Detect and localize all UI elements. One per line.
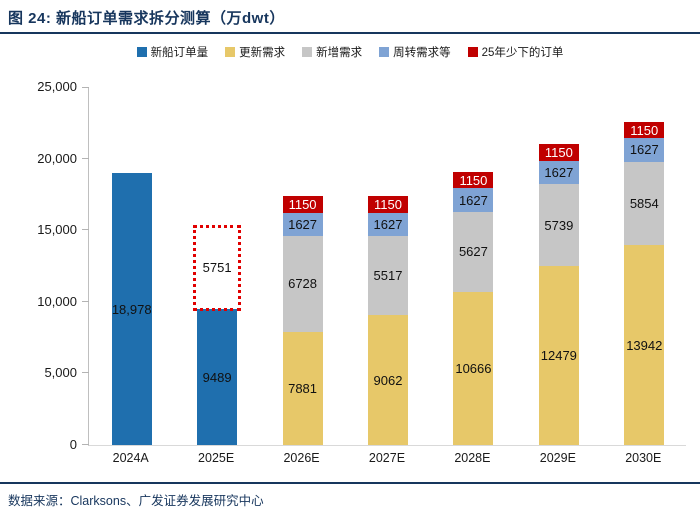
bar-value-label: 6728: [288, 276, 318, 292]
x-axis-label: 2029E: [539, 451, 576, 465]
figure-title: 图 24: 新船订单需求拆分测算（万dwt）: [0, 0, 700, 34]
bar-value-label: 13942: [626, 337, 663, 353]
bar-value-label: 18,978: [111, 301, 152, 317]
bar-segment-turnover-demand: 1627: [624, 138, 665, 162]
legend-label: 新增需求: [316, 47, 363, 59]
bar-segment-replacement-demand: 7881: [282, 332, 323, 445]
dashed-box-value-label: 5751: [202, 260, 232, 276]
bar-value-label: 5854: [629, 195, 659, 211]
legend-swatch-new-ship-orders: [136, 47, 147, 57]
legend-item-replacement-demand: 更新需求: [225, 44, 285, 60]
y-tick-label: 0: [69, 437, 77, 452]
bar-value-label: 9489: [202, 369, 232, 385]
bar-value-label: 1150: [374, 197, 402, 213]
legend-label: 25年少下的订单: [481, 47, 564, 59]
dashed-deficit-box: 5751: [193, 224, 242, 312]
y-tick-mark: [82, 372, 89, 374]
y-tick-label: 25,000: [37, 79, 77, 94]
legend-item-new-ship-orders: 新船订单量: [136, 44, 209, 60]
divider-rule: [0, 482, 700, 484]
y-tick-label: 20,000: [37, 150, 77, 166]
data-source: 数据来源：Clarksons、广发证券发展研究中心: [8, 494, 264, 508]
bar-segment-incremental-demand: 5739: [538, 184, 579, 267]
y-tick-label: 10,000: [37, 293, 77, 309]
legend-label: 周转需求等: [393, 47, 451, 59]
x-axis-label: 2026E: [283, 451, 320, 465]
bar-segment-orders-deficit-25: 1150: [368, 196, 408, 213]
bar-segment-incremental-demand: 5517: [368, 236, 408, 316]
y-tick-mark: [82, 444, 89, 445]
y-tick-mark: [82, 229, 89, 231]
bar-segment-orders-deficit-25: 1150: [624, 121, 665, 139]
bar-segment-orders-deficit-25: 1150: [453, 171, 494, 189]
bar-value-label: 1627: [544, 164, 574, 180]
legend-item-incremental-demand: 新增需求: [302, 44, 362, 60]
bar-value-label: 1627: [373, 217, 403, 233]
legend-swatch-orders-deficit-25: [467, 47, 478, 57]
x-axis-labels: 2024A 2025E 2026E 2027E 2028E 2029E 2030E: [88, 446, 686, 468]
bar-value-label: 7881: [288, 381, 318, 397]
bar-value-label: 5627: [458, 244, 488, 260]
legend-swatch-replacement-demand: [225, 47, 236, 57]
bar-value-label: 1150: [630, 122, 659, 138]
bar-value-label: 1627: [458, 192, 488, 208]
legend-label: 更新需求: [239, 47, 286, 59]
legend-item-orders-deficit-25: 25年少下的订单: [467, 44, 564, 60]
bar-segment-incremental-demand: 5854: [624, 161, 665, 246]
x-axis-label: 2027E: [368, 451, 406, 465]
x-axis-label: 2024A: [112, 451, 149, 465]
bar-segment-incremental-demand: 6728: [282, 235, 323, 333]
bar-segment-turnover-demand: 1627: [453, 188, 494, 212]
bar-segment-replacement-demand: 10666: [453, 292, 494, 445]
bar-segment-replacement-demand: 12479: [538, 266, 579, 445]
bar-segment-turnover-demand: 1627: [368, 212, 408, 237]
bar-segment-turnover-demand: 1627: [282, 212, 323, 236]
bar-segment-replacement-demand: 9062: [368, 315, 408, 445]
y-tick-mark: [82, 300, 89, 302]
bar-value-label: 9062: [373, 372, 403, 388]
bar-value-label: 5739: [544, 217, 574, 233]
y-tick-mark: [82, 157, 89, 159]
legend-item-turnover-demand: 周转需求等: [379, 44, 451, 60]
chart: 0 5,000 10,000 15,000 20,000 25,000 18,978 9489…: [0, 79, 700, 468]
y-tick-label: 5,000: [44, 365, 77, 381]
bar-value-label: 1150: [288, 196, 317, 212]
bar-value-label: 12479: [540, 348, 577, 364]
bar-value-label: 10666: [455, 361, 492, 377]
y-tick-label: 15,000: [37, 222, 77, 238]
legend-swatch-turnover-demand: [379, 47, 390, 57]
bar-value-label: 1150: [459, 172, 488, 188]
bar-value-label: 1627: [288, 216, 318, 232]
bar-segment-orders-deficit-25: 1150: [538, 144, 579, 161]
bar-segment-new-ship-orders: 9489: [197, 309, 238, 445]
legend-swatch-incremental-demand: [302, 47, 313, 57]
x-axis-label: 2030E: [625, 451, 662, 465]
y-tick-mark: [82, 87, 89, 88]
x-axis-label: 2025E: [198, 451, 235, 465]
bar-segment-replacement-demand: 13942: [624, 245, 665, 445]
plot-area: 0 5,000 10,000 15,000 20,000 25,000 18,978 9489…: [37, 79, 686, 452]
bar-value-label: 5517: [373, 268, 403, 284]
bar-value-label: 1627: [629, 142, 659, 158]
bar-value-label: 1150: [544, 145, 573, 161]
chart-legend: 新船订单量 更新需求 新增需求 周转需求等 25年少下的订单: [0, 44, 700, 60]
bar-segment-new-ship-orders: 18,978: [111, 173, 152, 445]
x-axis-label: 2028E: [454, 451, 491, 465]
bar-segment-orders-deficit-25: 1150: [282, 196, 323, 213]
bar-segment-incremental-demand: 5627: [453, 211, 494, 293]
bar-segment-turnover-demand: 1627: [538, 160, 579, 185]
legend-label: 新船订单量: [150, 47, 209, 59]
